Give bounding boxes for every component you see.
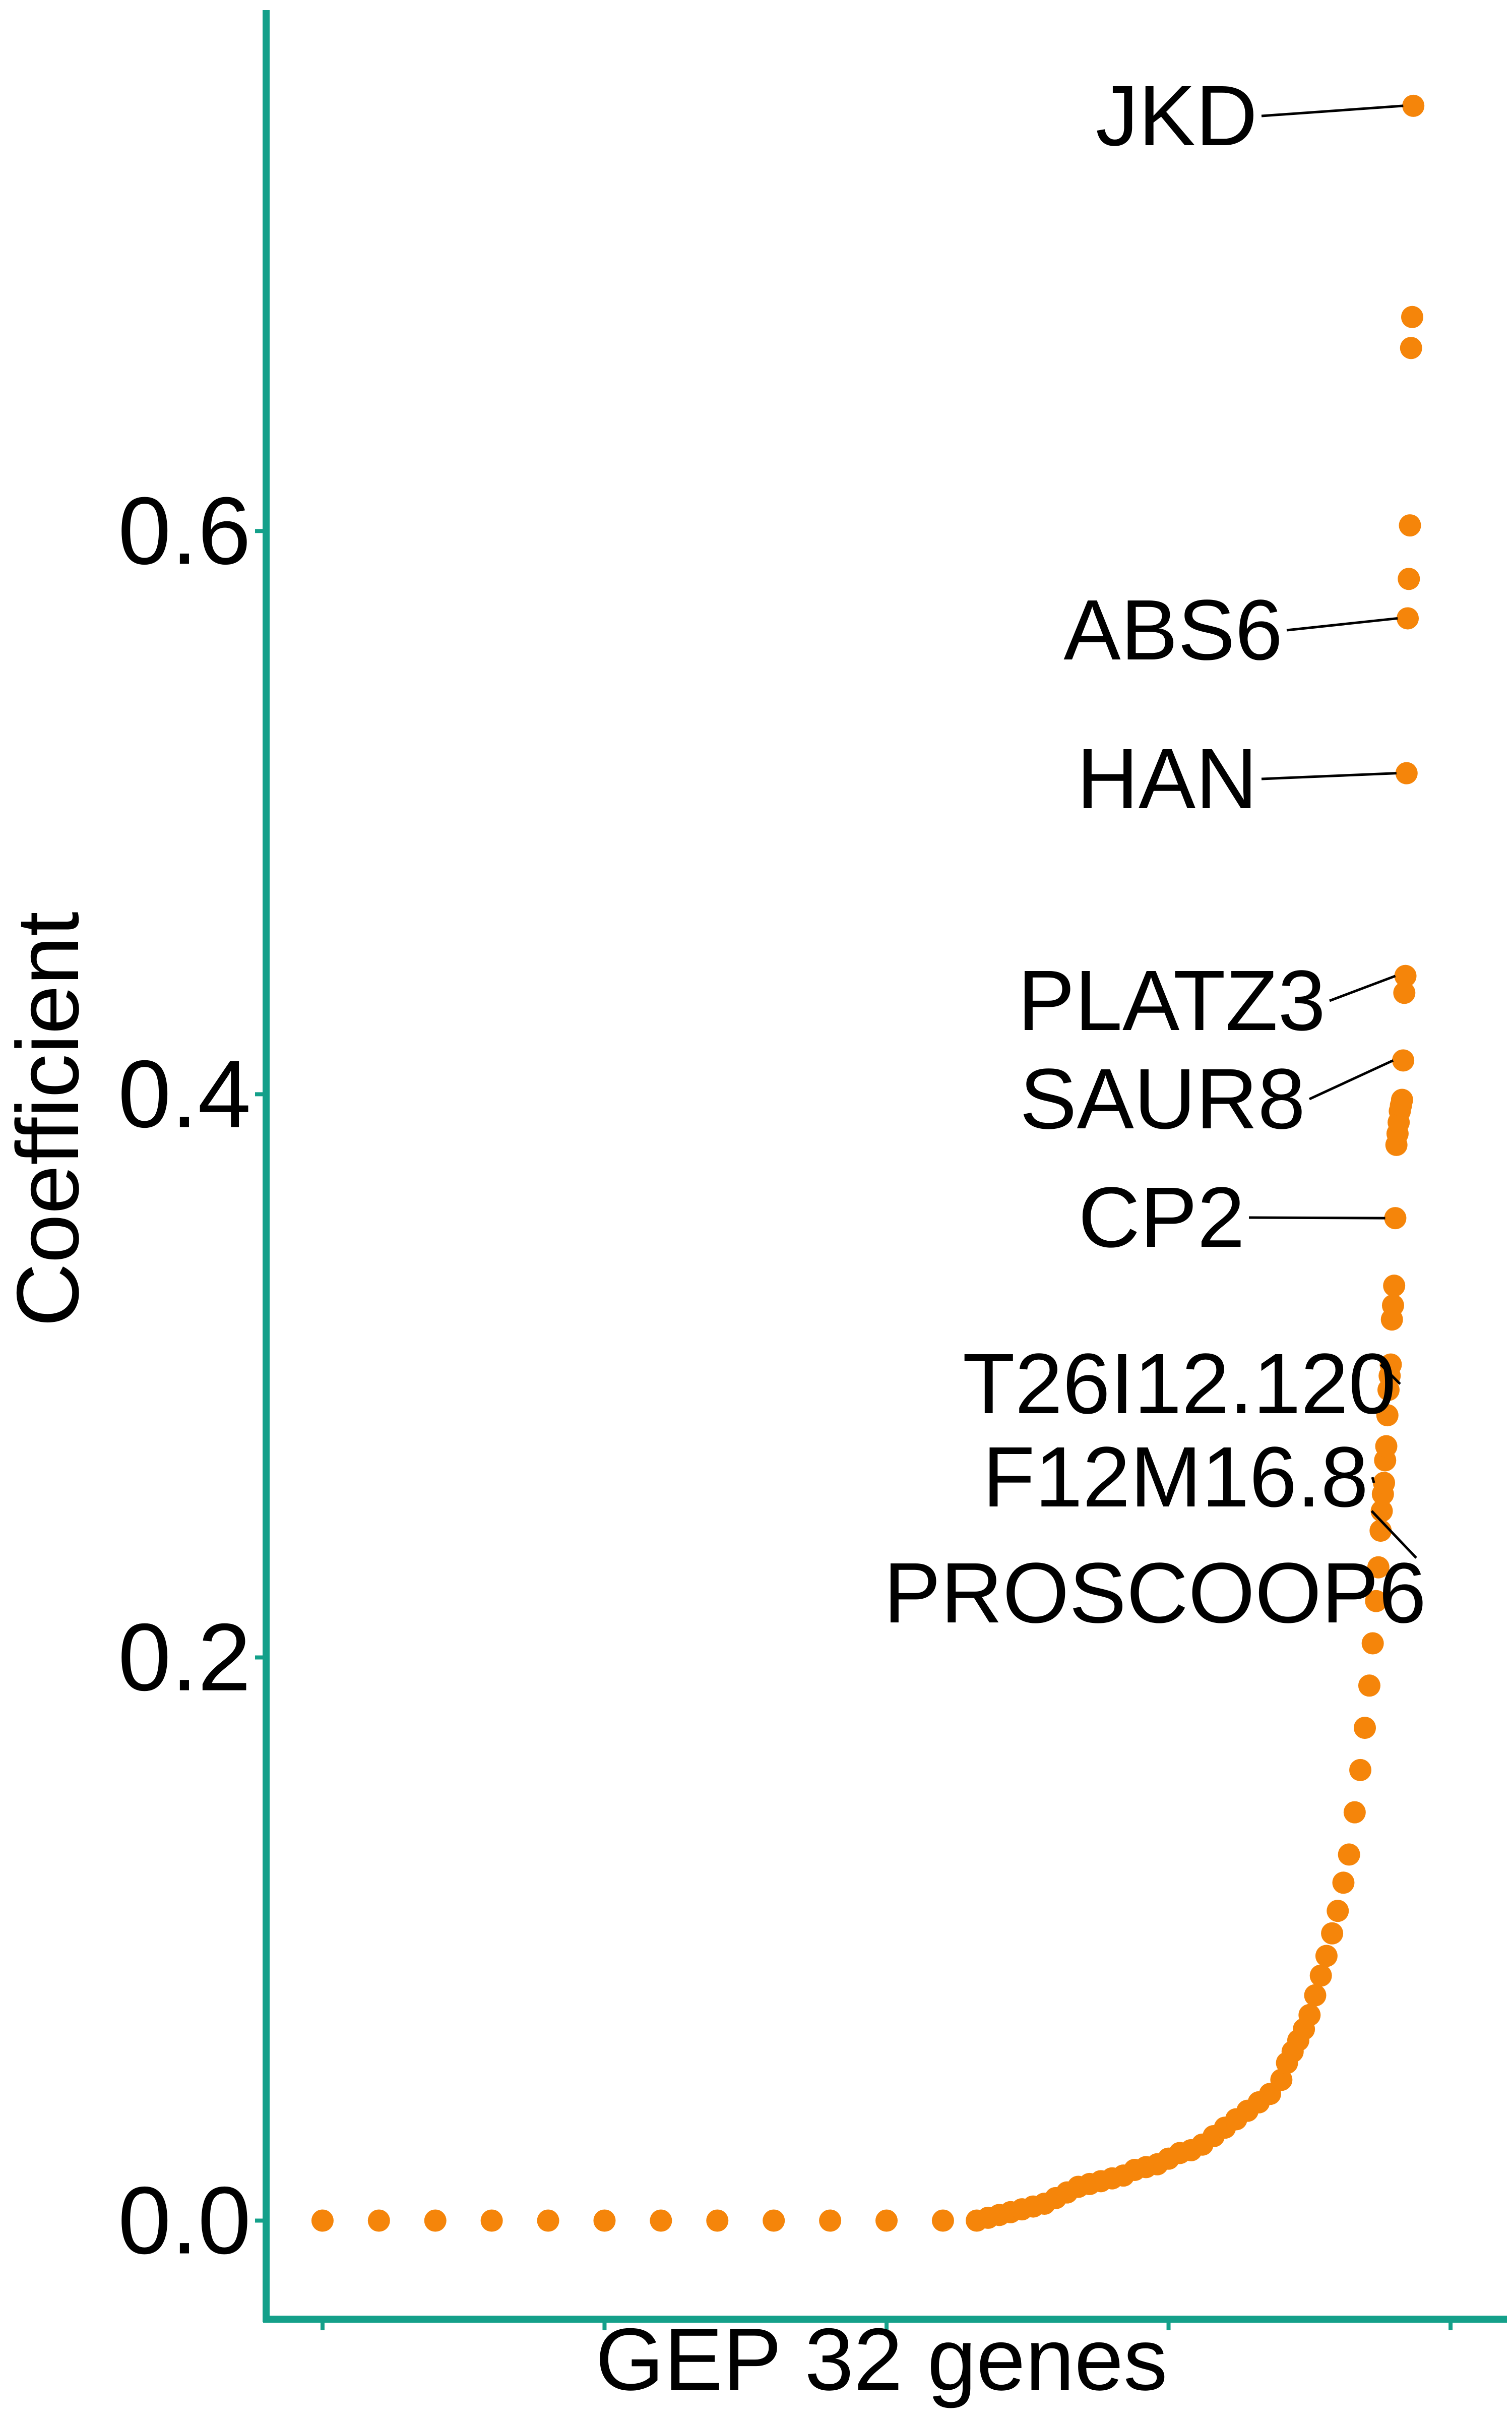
data-point bbox=[1367, 1556, 1390, 1579]
data-point bbox=[1400, 337, 1422, 359]
data-point bbox=[311, 2209, 334, 2232]
y-axis-title: Coefficient bbox=[0, 912, 97, 1327]
leader-line bbox=[1370, 1510, 1417, 1559]
data-point bbox=[1384, 1207, 1407, 1230]
data-point bbox=[875, 2209, 898, 2232]
annotation-leader-lines bbox=[1248, 104, 1417, 1559]
data-point bbox=[1394, 964, 1417, 987]
data-point bbox=[1375, 1435, 1398, 1458]
data-point bbox=[1353, 1717, 1376, 1739]
y-tick-label: 0.2 bbox=[118, 1604, 251, 1711]
data-point bbox=[1399, 514, 1421, 537]
data-point bbox=[367, 2209, 390, 2232]
data-point bbox=[424, 2209, 447, 2232]
data-point bbox=[1381, 1294, 1404, 1317]
data-point bbox=[1369, 1520, 1392, 1542]
leader-line bbox=[1379, 1363, 1401, 1385]
data-point bbox=[1392, 1049, 1415, 1072]
data-point bbox=[1373, 1472, 1396, 1494]
data-point bbox=[1309, 1964, 1332, 1987]
data-point bbox=[1321, 1922, 1344, 1945]
x-axis-title: GEP 32 genes bbox=[595, 2311, 1167, 2409]
data-point bbox=[1402, 94, 1425, 117]
data-point bbox=[1401, 306, 1423, 328]
data-point bbox=[1343, 1801, 1366, 1824]
data-point bbox=[1338, 1843, 1360, 1866]
gene-label: T26I12.120 bbox=[963, 1336, 1396, 1432]
data-point bbox=[1395, 762, 1418, 784]
data-point bbox=[593, 2209, 616, 2232]
data-point bbox=[1298, 2004, 1321, 2026]
gene-label: PLATZ3 bbox=[1018, 953, 1326, 1049]
x-axis-ticks bbox=[320, 2319, 1453, 2330]
leader-line bbox=[1261, 104, 1404, 117]
data-point bbox=[1332, 1871, 1355, 1894]
data-point bbox=[650, 2209, 672, 2232]
data-point bbox=[1391, 1088, 1413, 1111]
y-axis-ticks: 0.0 0.2 0.4 0.6 bbox=[118, 477, 266, 2274]
data-point bbox=[1365, 1590, 1388, 1612]
leader-line bbox=[1286, 617, 1398, 632]
gene-label: JKD bbox=[1096, 68, 1257, 164]
data-point bbox=[763, 2209, 785, 2232]
leader-line bbox=[1308, 1059, 1394, 1101]
gene-label: SAUR8 bbox=[1020, 1051, 1305, 1147]
data-point bbox=[1327, 1900, 1349, 1922]
gene-label: ABS6 bbox=[1063, 582, 1283, 678]
y-tick-label: 0.4 bbox=[118, 1041, 251, 1147]
leader-line bbox=[1371, 1477, 1375, 1483]
data-point bbox=[1270, 2069, 1293, 2091]
gene-label: F12M16.8 bbox=[983, 1429, 1368, 1525]
data-point bbox=[1393, 982, 1416, 1004]
data-point bbox=[1358, 1674, 1380, 1697]
data-point bbox=[1304, 1984, 1327, 2007]
data-point bbox=[1376, 1404, 1399, 1427]
leader-line bbox=[1261, 772, 1397, 780]
data-point bbox=[1383, 1275, 1406, 1297]
gene-label: HAN bbox=[1077, 731, 1257, 827]
data-point bbox=[931, 2209, 954, 2232]
data-point bbox=[1398, 568, 1420, 590]
data-point bbox=[537, 2209, 559, 2232]
y-tick-label: 0.6 bbox=[118, 477, 251, 584]
data-point bbox=[1315, 1945, 1338, 1967]
gene-label: PROSCOOP6 bbox=[884, 1545, 1426, 1641]
leader-line bbox=[1329, 975, 1396, 1002]
data-point bbox=[1349, 1759, 1372, 1781]
data-point bbox=[1397, 607, 1419, 630]
data-point bbox=[1361, 1632, 1384, 1655]
data-point bbox=[706, 2209, 729, 2232]
data-points bbox=[311, 94, 1425, 2232]
data-point bbox=[480, 2209, 503, 2232]
gene-label: CP2 bbox=[1078, 1170, 1245, 1265]
data-point bbox=[819, 2209, 842, 2232]
y-tick-label: 0.0 bbox=[118, 2167, 251, 2274]
